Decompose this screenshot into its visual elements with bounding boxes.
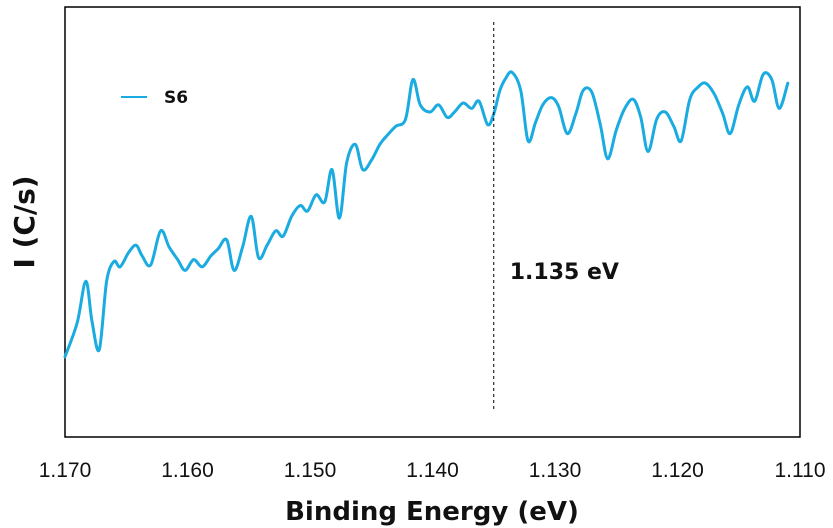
x-tick-labels: 1.170 1.160 1.150 1.140 1.130 1.120 1.110 — [39, 459, 826, 482]
x-tick-label: 1.150 — [284, 459, 337, 482]
x-axis-title: Binding Energy (eV) — [285, 497, 579, 527]
legend: S6 — [121, 88, 188, 108]
x-tick-label: 1.120 — [651, 459, 704, 482]
x-tick-label: 1.110 — [775, 459, 826, 482]
x-tick-label: 1.130 — [529, 459, 582, 482]
series-line-s6 — [63, 70, 790, 359]
y-axis-title: I (C/s) — [8, 175, 41, 268]
x-tick-label: 1.170 — [39, 459, 92, 482]
plot-frame — [64, 6, 801, 438]
plot-area — [64, 6, 801, 438]
x-tick-label: 1.160 — [161, 459, 214, 482]
x-tick-label: 1.140 — [406, 459, 459, 482]
peak-annotation-label: 1.135 eV — [510, 260, 619, 285]
legend-label-s6: S6 — [164, 88, 188, 108]
